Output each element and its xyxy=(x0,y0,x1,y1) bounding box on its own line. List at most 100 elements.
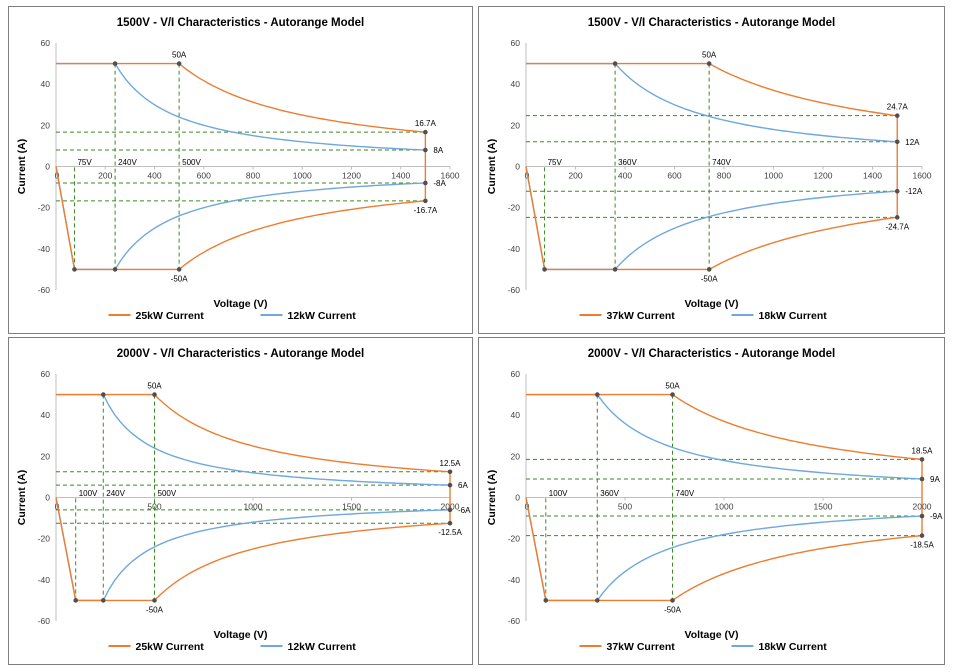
x-tick-label: 200 xyxy=(568,171,582,181)
chart-svg: 1500V - V/I Characteristics - Autorange … xyxy=(16,17,460,322)
annotation-label: -50A xyxy=(171,274,189,283)
x-axis-title: Voltage (V) xyxy=(213,629,267,641)
annotation-label: 240V xyxy=(118,158,137,167)
x-tick-label: 400 xyxy=(147,171,161,181)
series-line-positive xyxy=(56,62,426,133)
data-point-marker xyxy=(423,129,428,135)
data-point-marker xyxy=(447,507,453,513)
data-point-marker xyxy=(100,392,106,397)
annotation-label: 500V xyxy=(182,158,201,167)
annotation-label: 75V xyxy=(77,158,92,167)
y-axis-title: Current (A) xyxy=(16,139,28,194)
data-point-marker xyxy=(73,598,78,603)
y-axis-title: Current (A) xyxy=(486,470,498,525)
y-tick-label: 20 xyxy=(511,451,521,461)
data-point-marker xyxy=(612,61,618,66)
data-point-marker xyxy=(72,267,77,272)
series-line-positive xyxy=(56,393,451,473)
x-tick-label: 800 xyxy=(717,171,731,181)
annotation-label: 75V xyxy=(548,158,563,167)
x-axis-title: Voltage (V) xyxy=(684,298,738,310)
data-point-marker xyxy=(894,215,900,220)
x-tick-label: 800 xyxy=(246,171,260,181)
data-point-marker xyxy=(447,482,453,488)
series-line-positive xyxy=(526,62,898,117)
data-point-marker xyxy=(447,469,453,475)
annotation-label: 16.7A xyxy=(415,119,437,128)
annotation-label: 360V xyxy=(618,158,637,167)
series-line-negative xyxy=(525,497,923,602)
chart-title: 2000V - V/I Characteristics - Autorange … xyxy=(117,348,365,360)
data-point-marker xyxy=(894,113,900,118)
data-point-marker xyxy=(919,533,925,538)
legend-entry: 37kW Current xyxy=(607,310,676,322)
chart-panel-1500v-25kw: 1500V - V/I Characteristics - Autorange … xyxy=(8,6,473,334)
data-point-marker xyxy=(543,598,549,603)
annotation-label: 24.7A xyxy=(887,103,909,112)
y-tick-label: -20 xyxy=(38,534,51,544)
annotation-label: 740V xyxy=(712,158,731,167)
data-point-marker xyxy=(919,476,925,482)
series-line-negative xyxy=(525,166,898,271)
data-point-marker xyxy=(100,598,106,603)
annotation-label: -24.7A xyxy=(885,222,909,231)
y-tick-label: 0 xyxy=(515,493,520,503)
data-point-marker xyxy=(447,520,453,526)
data-point-marker xyxy=(423,147,428,153)
annotation-label: 8A xyxy=(433,146,443,155)
series-line-positive xyxy=(56,393,451,486)
x-tick-label: 600 xyxy=(667,171,681,181)
x-tick-label: 600 xyxy=(197,171,211,181)
y-tick-label: -60 xyxy=(38,616,51,626)
annotation-label: 100V xyxy=(79,489,98,498)
y-tick-label: -40 xyxy=(508,244,521,254)
annotation-label: -16.7A xyxy=(414,206,438,215)
chart-svg: 2000V - V/I Characteristics - Autorange … xyxy=(486,348,943,653)
chart-title: 2000V - V/I Characteristics - Autorange … xyxy=(588,348,836,360)
x-tick-label: 1200 xyxy=(814,171,833,181)
x-tick-label: 200 xyxy=(98,171,112,181)
y-tick-label: 20 xyxy=(41,120,51,130)
annotation-label: 50A xyxy=(702,51,717,60)
legend-entry: 12kW Current xyxy=(288,641,357,653)
annotation-label: 500V xyxy=(158,489,177,498)
legend-entry: 25kW Current xyxy=(136,641,205,653)
data-point-marker xyxy=(152,598,157,603)
data-point-marker xyxy=(176,61,182,66)
data-point-marker xyxy=(919,457,925,462)
y-tick-label: -20 xyxy=(508,203,521,213)
chart-panel-2000v-25kw: 2000V - V/I Characteristics - Autorange … xyxy=(8,337,473,665)
y-axis-title: Current (A) xyxy=(486,139,498,194)
chart-panel-1500v-37kw: 1500V - V/I Characteristics - Autorange … xyxy=(478,6,945,334)
series-line-positive xyxy=(526,62,898,143)
data-point-marker xyxy=(152,392,157,397)
series-line-negative xyxy=(55,166,426,271)
x-tick-label: 1000 xyxy=(764,171,783,181)
data-point-marker xyxy=(894,188,900,194)
legend-entry: 18kW Current xyxy=(759,310,828,322)
chart-panel-2000v-37kw: 2000V - V/I Characteristics - Autorange … xyxy=(478,337,945,665)
y-tick-label: 40 xyxy=(511,79,521,89)
data-point-marker xyxy=(542,267,547,272)
annotation-label: -18.5A xyxy=(910,541,934,550)
y-tick-label: -20 xyxy=(508,534,521,544)
y-tick-label: 60 xyxy=(41,38,51,48)
annotation-label: 18.5A xyxy=(912,446,934,455)
y-tick-label: 40 xyxy=(41,79,51,89)
y-tick-label: 40 xyxy=(41,410,51,420)
annotation-label: 50A xyxy=(665,382,680,391)
y-tick-label: -40 xyxy=(38,244,51,254)
x-tick-label: 500 xyxy=(147,502,161,512)
y-tick-label: 60 xyxy=(511,38,521,48)
y-tick-label: 20 xyxy=(511,120,521,130)
annotation-label: -12.5A xyxy=(438,528,462,537)
data-point-marker xyxy=(894,139,900,145)
annotation-label: 740V xyxy=(676,489,695,498)
chart-svg: 1500V - V/I Characteristics - Autorange … xyxy=(486,17,932,322)
x-axis-title: Voltage (V) xyxy=(684,629,738,641)
x-axis-title: Voltage (V) xyxy=(213,298,267,310)
data-point-marker xyxy=(423,198,428,204)
legend-entry: 18kW Current xyxy=(759,641,828,653)
chart-title: 1500V - V/I Characteristics - Autorange … xyxy=(117,17,365,29)
data-point-marker xyxy=(670,392,675,397)
